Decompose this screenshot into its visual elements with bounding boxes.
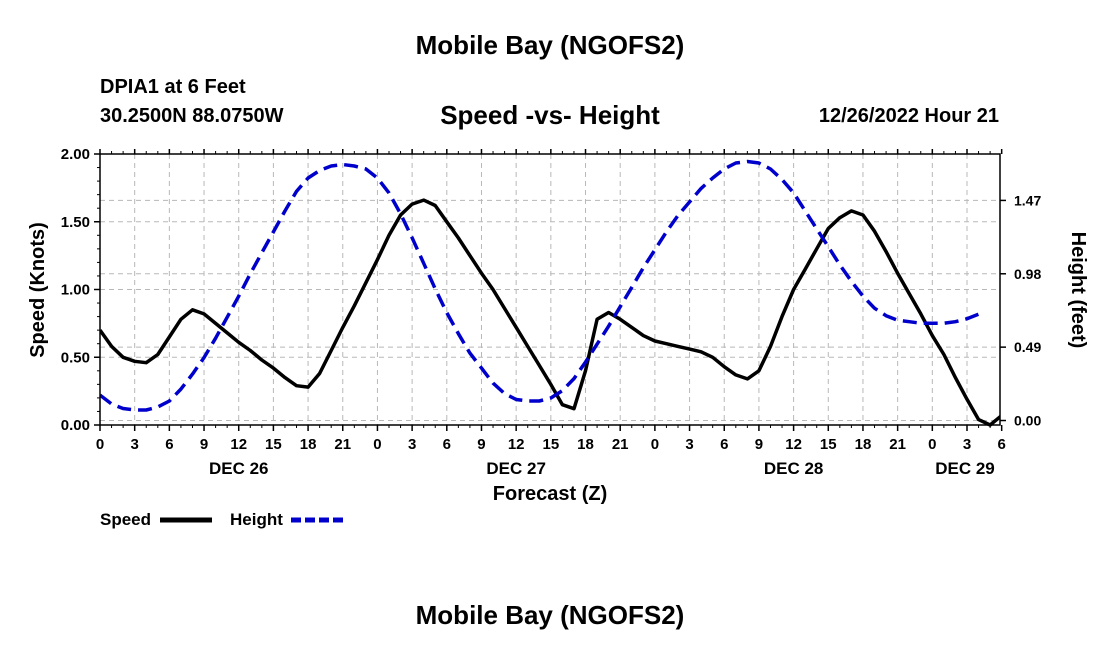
legend-speed-label: Speed <box>100 510 151 529</box>
coordinates-label: 30.2500N 88.0750W <box>100 105 284 127</box>
y-tick-label: 2.00 <box>61 146 90 163</box>
station-label: DPIA1 at 6 Feet <box>100 76 246 98</box>
series-line-height <box>100 159 980 412</box>
day-label: DEC 26 <box>209 459 269 478</box>
y2-tick-label: 1.47 <box>1014 192 1041 208</box>
forecast-datetime: 12/26/2022 Hour 21 <box>818 105 999 127</box>
y2-tick-label: 0.98 <box>1014 266 1041 282</box>
day-label: DEC 28 <box>764 459 824 478</box>
x-tick-label: 0 <box>651 436 659 453</box>
x-tick-label: 3 <box>963 436 971 453</box>
x-tick-label: 0 <box>96 436 104 453</box>
x-tick-label: 9 <box>755 436 763 453</box>
x-tick-label: 12 <box>785 436 802 453</box>
x-tick-label: 12 <box>508 436 525 453</box>
x-tick-label: 15 <box>265 436 282 453</box>
x-tick-label: 18 <box>577 436 594 453</box>
chart-subtitle: Speed -vs- Height <box>440 100 660 130</box>
series-group <box>100 159 1000 427</box>
y-tick-label: 0.00 <box>61 417 90 434</box>
chart-title: Mobile Bay (NGOFS2) <box>415 30 685 60</box>
x-tick-label: 6 <box>998 436 1006 453</box>
series-line-speed <box>100 198 1000 427</box>
x-tick-label: 21 <box>889 436 906 453</box>
x-tick-label: 0 <box>928 436 936 453</box>
legend-height-label: Height <box>230 510 283 529</box>
footer-title: Mobile Bay (NGOFS2) <box>415 600 685 630</box>
x-tick-label: 9 <box>477 436 485 453</box>
y-axis-label: Speed (Knots) <box>27 222 49 358</box>
x-tick-label: 12 <box>230 436 247 453</box>
x-tick-label: 3 <box>408 436 416 453</box>
x-tick-label: 0 <box>373 436 381 453</box>
day-label: DEC 29 <box>935 459 995 478</box>
x-tick-label: 15 <box>542 436 559 453</box>
x-tick-label: 3 <box>685 436 693 453</box>
y-tick-label: 1.50 <box>61 214 90 231</box>
x-tick-label: 18 <box>300 436 317 453</box>
day-label: DEC 27 <box>486 459 546 478</box>
axis-ticks: 0 3 6 9 12 15 18 21 0 3 6 9 12 15 18 21 0 3 6 9 12 15 18 21 0 3 6D… <box>61 146 1042 478</box>
y-tick-label: 1.00 <box>61 282 90 299</box>
y2-tick-label: 0.49 <box>1014 339 1041 355</box>
x-tick-label: 6 <box>165 436 173 453</box>
x-tick-label: 21 <box>612 436 629 453</box>
x-tick-label: 21 <box>334 436 351 453</box>
x-tick-label: 6 <box>720 436 728 453</box>
x-tick-label: 3 <box>131 436 139 453</box>
x-tick-label: 9 <box>200 436 208 453</box>
x-tick-label: 6 <box>443 436 451 453</box>
x-tick-label: 15 <box>820 436 837 453</box>
y2-tick-label: 0.00 <box>1014 413 1041 429</box>
legend: Speed Height <box>100 510 343 529</box>
x-tick-label: 18 <box>855 436 872 453</box>
grid-lines <box>100 154 1000 425</box>
x-axis-label: Forecast (Z) <box>493 483 607 505</box>
y2-axis-label: Height (feet) <box>1067 232 1089 349</box>
y-tick-label: 0.50 <box>61 349 90 366</box>
